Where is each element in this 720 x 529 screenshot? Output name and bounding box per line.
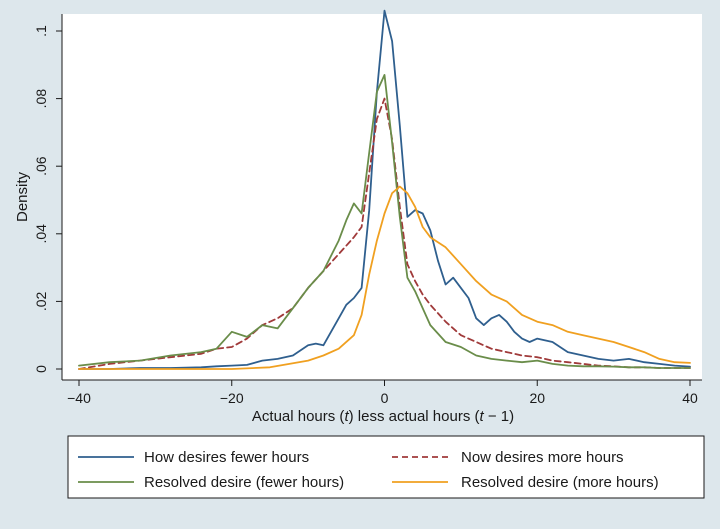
x-tick-label: −40 xyxy=(67,390,91,406)
y-tick-label: .04 xyxy=(33,224,49,244)
y-tick-label: .1 xyxy=(33,25,49,37)
x-tick-label: 0 xyxy=(381,390,389,406)
axes-layer: 0 .02 .04 .06 .08 .1 −40 −20 0 20 40 xyxy=(33,14,702,406)
series-layer xyxy=(78,9,691,370)
y-tick-label: .02 xyxy=(33,291,49,311)
legend-label: Resolved desire (more hours) xyxy=(461,474,659,491)
legend: How desires fewer hours Now desires more … xyxy=(67,435,705,499)
legend-label: How desires fewer hours xyxy=(144,449,309,466)
series-line-4 xyxy=(78,185,691,370)
x-axis-title-part: Actual hours ( xyxy=(252,408,345,425)
y-tick-label: .08 xyxy=(33,89,49,109)
plot-background xyxy=(62,14,702,380)
x-tick-label: −20 xyxy=(220,390,244,406)
legend-box xyxy=(67,435,705,499)
x-axis-title-part: t xyxy=(480,408,485,425)
y-axis-title: Density xyxy=(14,171,31,222)
series-line-1 xyxy=(78,9,691,370)
y-tick-label: .06 xyxy=(33,156,49,176)
series-line-3 xyxy=(78,74,691,369)
series-line-2 xyxy=(78,97,691,370)
legend-label: Resolved desire (fewer hours) xyxy=(144,474,344,491)
x-axis-title-part: t xyxy=(344,408,349,425)
x-axis-title: Actual hours (t) less actual hours (t − … xyxy=(252,408,514,425)
x-tick-label: 20 xyxy=(529,390,545,406)
x-axis-title-part: − 1) xyxy=(484,408,514,425)
legend-label: Now desires more hours xyxy=(461,449,624,466)
x-tick-label: 40 xyxy=(682,390,698,406)
x-axis-title-part: ) less actual hours ( xyxy=(349,408,480,425)
y-tick-label: 0 xyxy=(33,365,49,373)
